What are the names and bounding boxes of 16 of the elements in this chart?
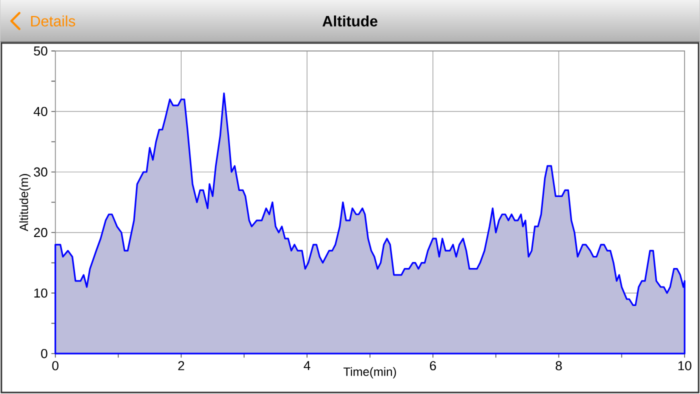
y-axis-title: Altitude(m) — [19, 174, 31, 232]
x-tick-label: 6 — [430, 361, 436, 371]
x-tick-label: 0 — [52, 361, 58, 371]
y-tick-label: 0 — [41, 349, 48, 358]
x-tick-label: 4 — [304, 361, 310, 370]
y-tick-label: 10 — [34, 288, 48, 298]
chart-title: Altitude — [322, 16, 378, 27]
text: Details — [31, 16, 76, 27]
x-tick-label: 10 — [678, 361, 692, 371]
y-tick-label: 50 — [34, 46, 48, 56]
y-tick-label: 20 — [34, 228, 48, 238]
x-tick-label: 2 — [178, 361, 184, 370]
y-tick-label: 40 — [34, 107, 48, 116]
y-tick-label: 30 — [34, 168, 48, 177]
x-axis-title: Time(min) — [344, 367, 396, 379]
x-tick-label: 8 — [556, 361, 562, 371]
